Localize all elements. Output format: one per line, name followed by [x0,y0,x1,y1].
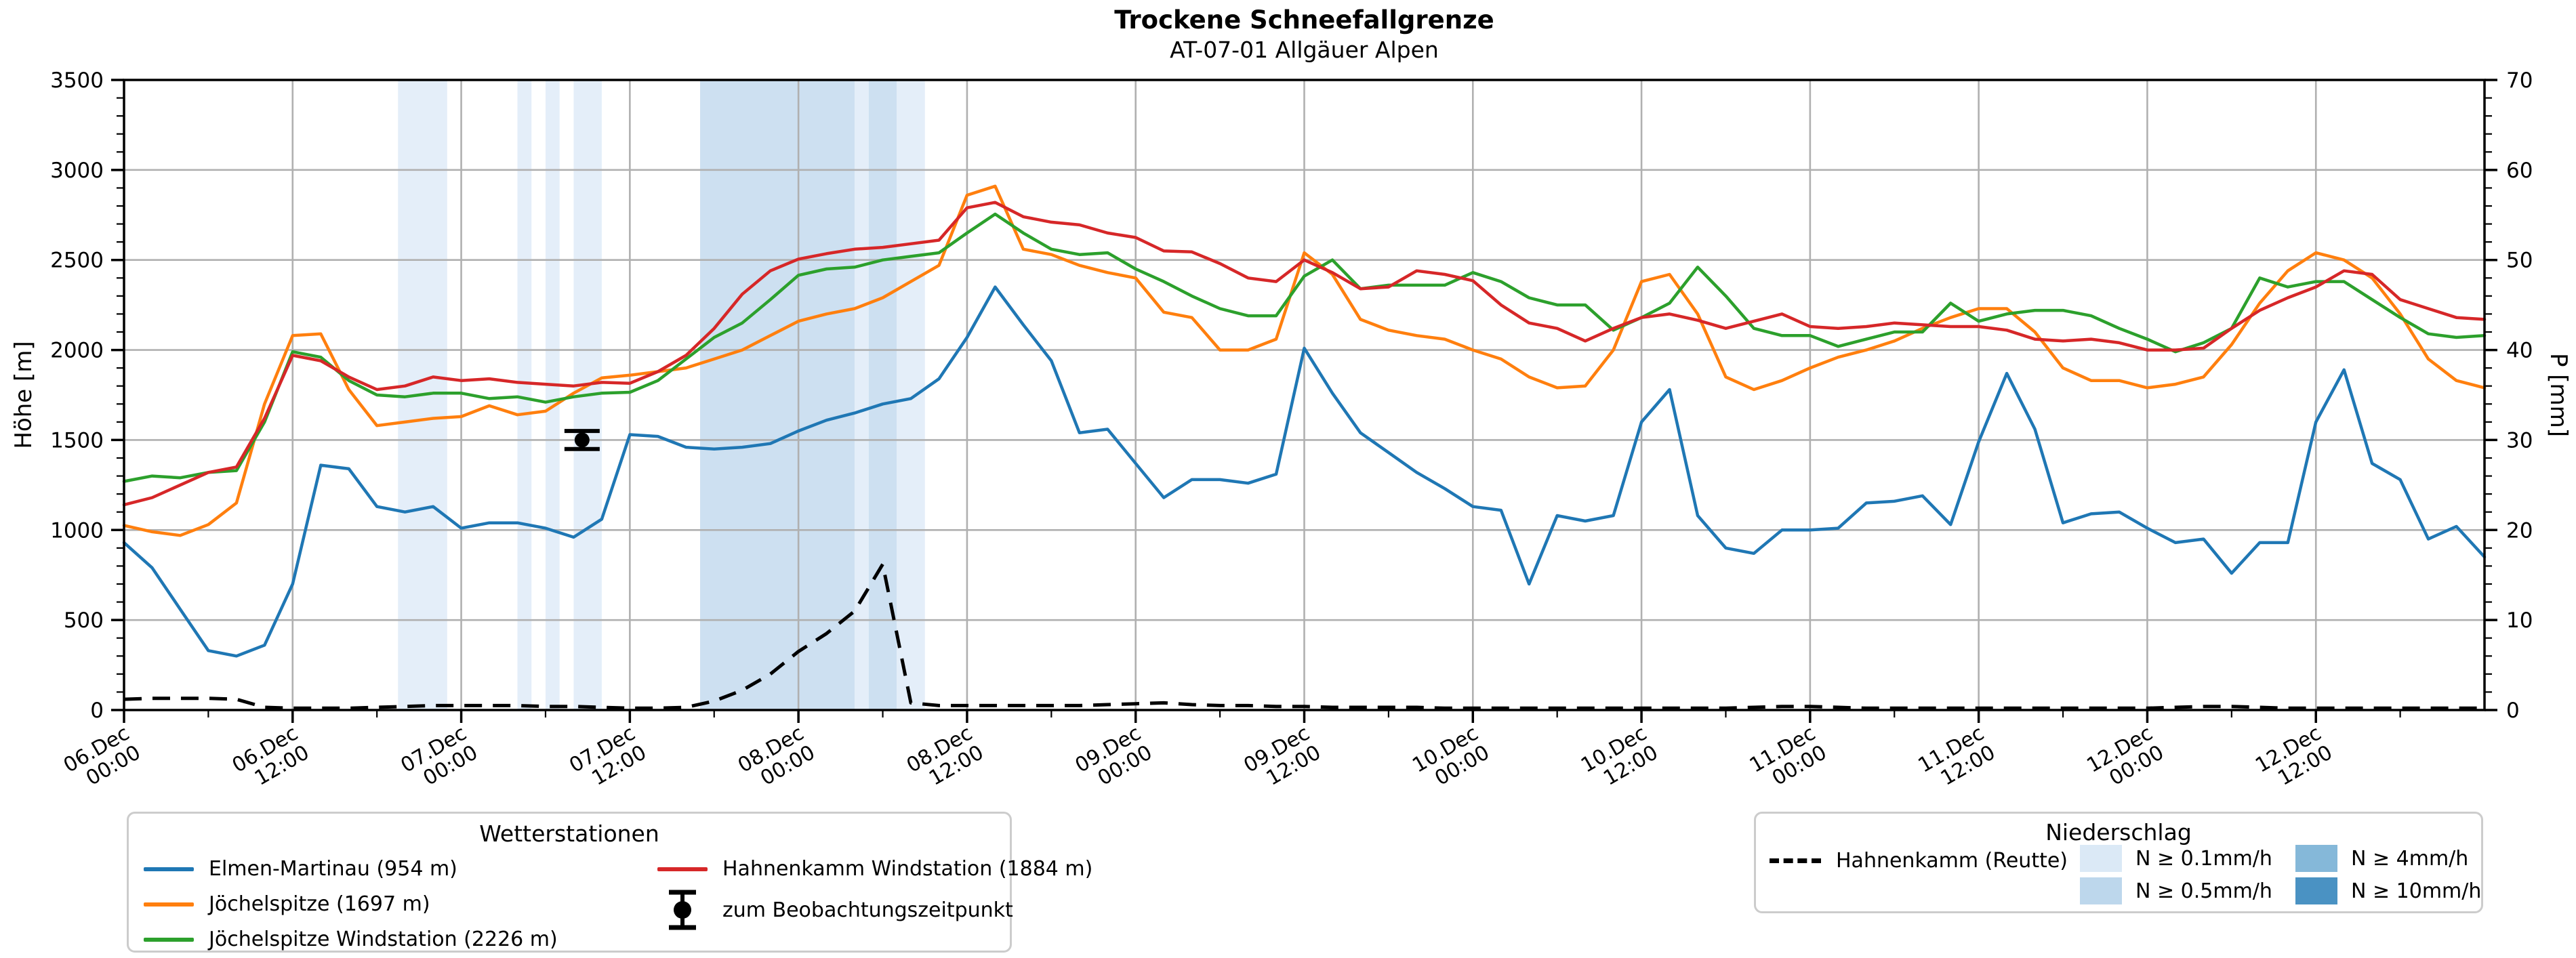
series-precip-dashed [123,562,2485,710]
legend-label: N ≥ 10mm/h [2351,879,2482,903]
x-tick-label: 06.Dec12:00 [228,722,314,797]
legend-entry-n10: N ≥ 10mm/h [2295,877,2481,904]
y2-tick-label: 30 [2506,428,2533,453]
legend-entry-n05: N ≥ 0.5mm/h [2080,877,2272,904]
y2-tick-label: 40 [2506,339,2533,363]
precip-band [700,80,855,710]
series-line [122,184,2487,537]
y-tick-label: 3000 [50,159,104,183]
precip-band [545,80,560,710]
x-tick-label: 12.Dec12:00 [2251,722,2337,797]
observation-marker-icon [669,890,696,930]
elmen-martinau-line-swatch [144,867,194,871]
legend-label: Hahnenkamm Windstation (1884 m) [722,857,1093,881]
legend-entry-observation: zum Beobachtungszeitpunkt [657,886,1013,934]
y-tick-label: 500 [64,608,104,633]
joechelspitze-line-swatch [144,902,194,907]
y-tick-label: 2000 [50,339,104,363]
legend-entry-joechelspitze: Jöchelspitze (1697 m) [144,892,430,916]
x-tick-label: 08.Dec00:00 [734,722,819,797]
precip-band [897,80,925,710]
y-tick-label: 0 [90,699,104,723]
legend-label: Hahnenkamm (Reutte) [1836,849,2068,873]
precip-band [517,80,532,710]
legend-label: Jöchelspitze (1697 m) [209,892,430,916]
legend-entry-joechelspitze-wind: Jöchelspitze Windstation (2226 m) [144,928,558,951]
y-tick-label: 3500 [50,68,104,93]
y-tick-label: 1000 [50,518,104,543]
series-line [122,201,2487,507]
x-tick-label: 10.Dec00:00 [1408,722,1494,797]
legend-label: N ≥ 0.1mm/h [2135,846,2272,871]
legend-entry-n01: N ≥ 0.1mm/h [2080,845,2272,872]
precip-patch-01-icon [2080,845,2122,872]
legend-entry-hahnenkamm-reutte: Hahnenkamm (Reutte) [1770,849,2068,873]
y2-tick-label: 10 [2506,608,2533,633]
precip-patch-4-icon [2295,845,2337,872]
legend-label: N ≥ 0.5mm/h [2135,879,2272,903]
joechelspitze-wind-line-swatch [144,937,194,942]
y-tick-label: 2500 [50,249,104,273]
legend-precipitation: Niederschlag Hahnenkamm (Reutte) N ≥ 0.1… [1754,812,2483,913]
observation-marker [574,432,590,448]
left-axis-label: Höhe [m] [10,341,37,449]
legend-stations: Wetterstationen Elmen-Martinau (954 m) J… [127,812,1092,953]
y2-tick-label: 50 [2506,249,2533,273]
legend-label: Jöchelspitze Windstation (2226 m) [209,928,558,951]
precip-patch-10-icon [2295,877,2337,904]
y2-tick-label: 60 [2506,159,2533,183]
legend-precip-title: Niederschlag [2045,819,2192,846]
legend-entry-elmen-martinau: Elmen-Martinau (954 m) [144,857,457,881]
legend-label: N ≥ 4mm/h [2351,846,2469,871]
x-tick-label: 06.Dec00:00 [60,722,145,797]
y2-tick-label: 20 [2506,518,2533,543]
precip-patch-05-icon [2080,877,2122,904]
legend-entry-n4: N ≥ 4mm/h [2295,845,2468,872]
legend-entry-hahnenkamm-wind: Hahnenkamm Windstation (1884 m) [657,857,1092,881]
x-tick-label: 09.Dec12:00 [1240,722,1325,797]
legend-label: Elmen-Martinau (954 m) [209,857,457,881]
x-tick-label: 08.Dec12:00 [903,722,988,797]
hahnenkamm-wind-line-swatch [657,867,708,871]
series-line [122,212,2487,483]
series-line [122,285,2487,658]
x-tick-label: 11.Dec12:00 [1915,722,2000,797]
x-tick-label: 11.Dec00:00 [1746,722,1831,797]
legend-label: zum Beobachtungszeitpunkt [722,898,1013,922]
y-tick-label: 1500 [50,428,104,453]
x-tick-label: 09.Dec00:00 [1071,722,1157,797]
legend-stations-title: Wetterstationen [479,820,659,847]
x-tick-label: 07.Dec12:00 [565,722,651,797]
right-axis-label: P [mm] [2545,353,2572,437]
x-tick-label: 07.Dec00:00 [396,722,482,797]
y2-tick-label: 0 [2506,699,2520,723]
y2-tick-label: 70 [2506,68,2533,93]
chart-title: Trockene Schneefallgrenze [1114,5,1494,35]
x-tick-label: 10.Dec12:00 [1577,722,1662,797]
x-tick-label: 12.Dec00:00 [2083,722,2168,797]
chart-subtitle: AT-07-01 Allgäuer Alpen [1170,37,1439,63]
dashed-line-swatch [1770,858,1821,863]
precip-band [855,80,869,710]
